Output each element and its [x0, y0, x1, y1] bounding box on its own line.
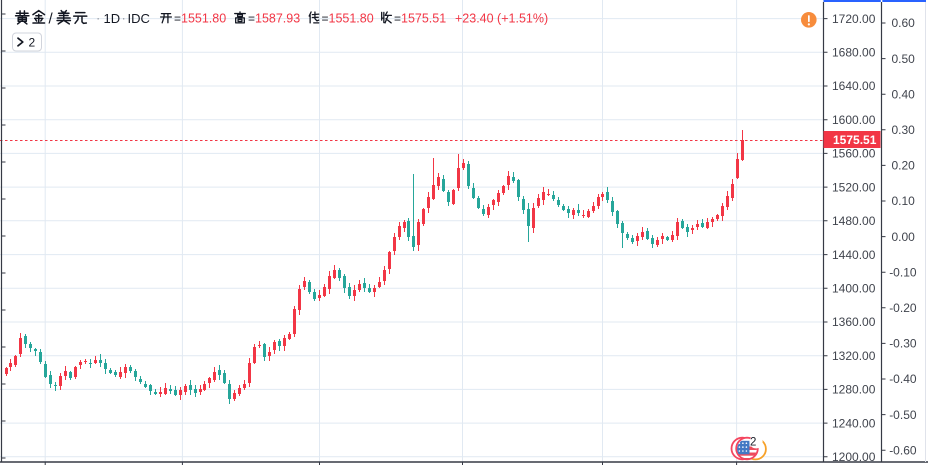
- svg-text:-0.20: -0.20: [889, 301, 917, 315]
- svg-text:-0.60: -0.60: [889, 443, 917, 457]
- svg-text:=: =: [174, 12, 181, 26]
- svg-text:·: ·: [96, 11, 100, 26]
- svg-text:1575.51: 1575.51: [833, 133, 877, 147]
- svg-text:0.40: 0.40: [892, 87, 916, 101]
- svg-text:1520.00: 1520.00: [832, 180, 876, 194]
- svg-text:0.20: 0.20: [892, 159, 916, 173]
- svg-text:1320.00: 1320.00: [832, 349, 876, 363]
- svg-text:1400.00: 1400.00: [832, 282, 876, 296]
- svg-text:1680.00: 1680.00: [832, 46, 876, 60]
- svg-text:·: ·: [122, 11, 126, 26]
- svg-text:1440.00: 1440.00: [832, 248, 876, 262]
- svg-text:1551.80: 1551.80: [181, 12, 226, 26]
- svg-text:-0.40: -0.40: [889, 372, 917, 386]
- svg-text:-0.50: -0.50: [889, 408, 917, 422]
- svg-text:-0.10: -0.10: [889, 265, 917, 279]
- svg-text:2: 2: [29, 36, 36, 50]
- svg-text:0.60: 0.60: [892, 16, 916, 30]
- svg-text:/: /: [49, 11, 54, 28]
- svg-text:1D: 1D: [104, 11, 121, 26]
- svg-text:1720.00: 1720.00: [832, 12, 876, 26]
- svg-text:0.50: 0.50: [892, 52, 916, 66]
- svg-text:0.30: 0.30: [892, 123, 916, 137]
- svg-text:=: =: [394, 12, 401, 26]
- svg-text:1560.00: 1560.00: [832, 147, 876, 161]
- svg-text:0.10: 0.10: [892, 194, 916, 208]
- svg-text:2: 2: [750, 437, 756, 449]
- svg-text:1240.00: 1240.00: [832, 416, 876, 430]
- svg-text:1480.00: 1480.00: [832, 214, 876, 228]
- svg-text:=: =: [248, 12, 255, 26]
- svg-text:1575.51: 1575.51: [401, 12, 446, 26]
- svg-text:1587.93: 1587.93: [255, 12, 300, 26]
- svg-text:1280.00: 1280.00: [832, 383, 876, 397]
- svg-text:=: =: [322, 12, 329, 26]
- svg-text:1600.00: 1600.00: [832, 113, 876, 127]
- svg-text:0.00: 0.00: [892, 230, 916, 244]
- svg-text:1200.00: 1200.00: [832, 450, 876, 464]
- svg-text:IDC: IDC: [128, 11, 150, 26]
- svg-text:-0.30: -0.30: [889, 337, 917, 351]
- svg-text:1640.00: 1640.00: [832, 79, 876, 93]
- svg-text:1360.00: 1360.00: [832, 315, 876, 329]
- svg-text:+23.40 (+1.51%): +23.40 (+1.51%): [455, 12, 548, 26]
- svg-text:1551.80: 1551.80: [329, 12, 374, 26]
